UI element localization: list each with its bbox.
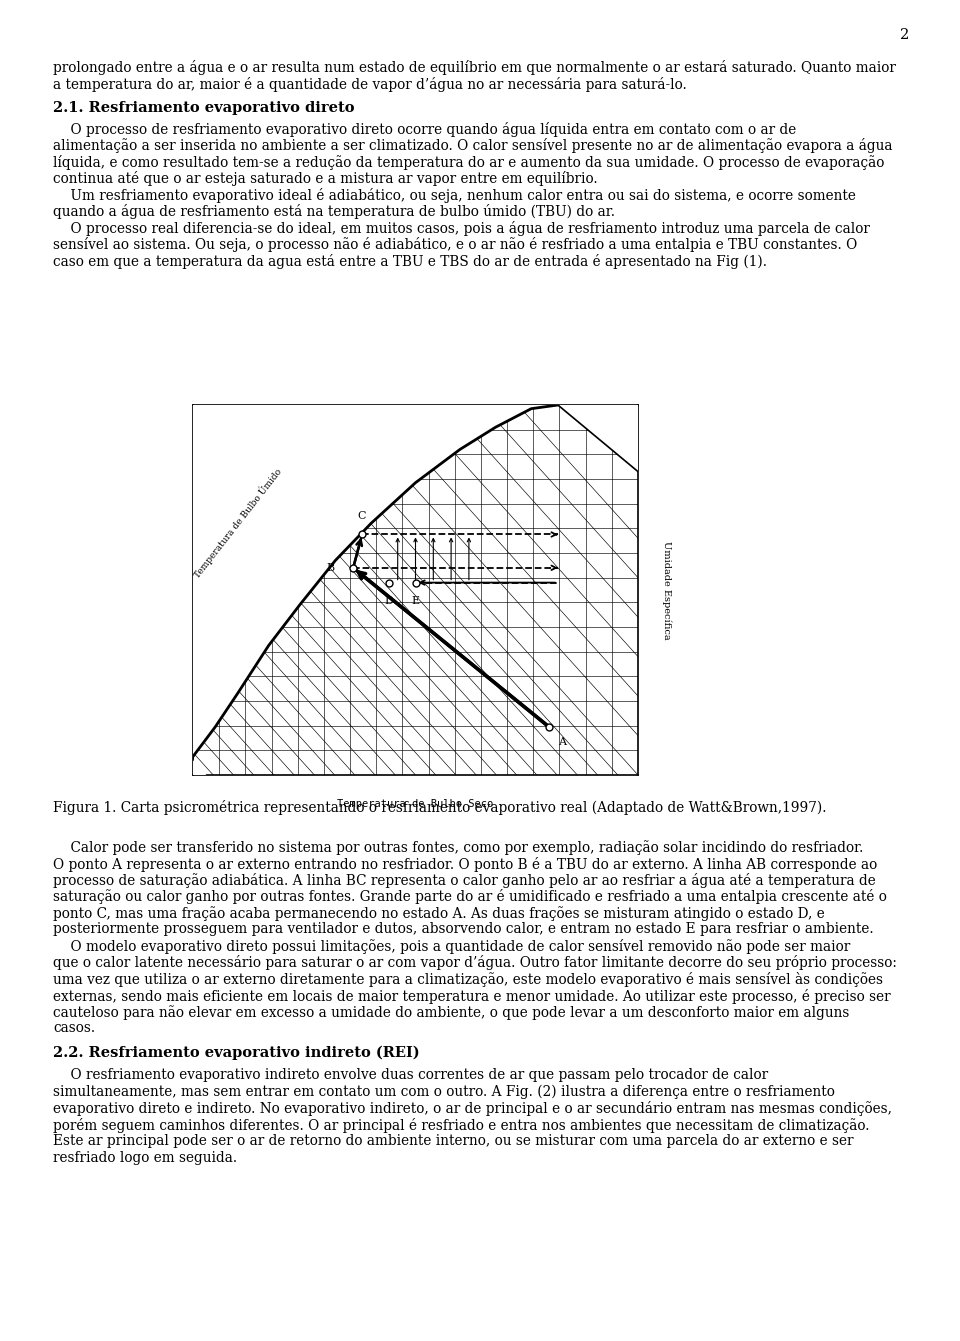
Text: porém seguem caminhos diferentes. O ar principal é resfriado e entra nos ambient: porém seguem caminhos diferentes. O ar p…: [53, 1118, 870, 1133]
Text: 2.1. Resfriamento evaporativo direto: 2.1. Resfriamento evaporativo direto: [53, 101, 354, 115]
Text: D: D: [384, 597, 394, 606]
Text: simultaneamente, mas sem entrar em contato um com o outro. A Fig. (2) ilustra a : simultaneamente, mas sem entrar em conta…: [53, 1085, 835, 1100]
Text: O processo real diferencia-se do ideal, em muitos casos, pois a água de resfriam: O processo real diferencia-se do ideal, …: [53, 220, 870, 236]
Text: Umidade Específica: Umidade Específica: [662, 540, 672, 640]
Text: Este ar principal pode ser o ar de retorno do ambiente interno, ou se misturar c: Este ar principal pode ser o ar de retor…: [53, 1134, 853, 1148]
Polygon shape: [193, 405, 558, 756]
Text: resfriado logo em seguida.: resfriado logo em seguida.: [53, 1151, 237, 1165]
Text: processo de saturação adiabática. A linha BC representa o calor ganho pelo ar ao: processo de saturação adiabática. A linh…: [53, 873, 876, 888]
Text: que o calor latente necessário para saturar o ar com vapor d’água. Outro fator l: que o calor latente necessário para satu…: [53, 956, 897, 971]
Polygon shape: [558, 405, 638, 472]
Text: prolongado entre a água e o ar resulta num estado de equilíbrio em que normalmen: prolongado entre a água e o ar resulta n…: [53, 60, 896, 75]
Text: A: A: [559, 736, 566, 747]
Text: saturação ou calor ganho por outras fontes. Grande parte do ar é umidificado e r: saturação ou calor ganho por outras font…: [53, 889, 887, 904]
Polygon shape: [193, 760, 206, 775]
Text: O resfriamento evaporativo indireto envolve duas correntes de ar que passam pelo: O resfriamento evaporativo indireto envo…: [53, 1069, 768, 1082]
Text: caso em que a temperatura da agua está entre a TBU e TBS do ar de entrada é apre: caso em que a temperatura da agua está e…: [53, 253, 767, 268]
Text: B: B: [327, 563, 335, 573]
Text: quando a água de resfriamento está na temperatura de bulbo úmido (TBU) do ar.: quando a água de resfriamento está na te…: [53, 204, 615, 219]
Text: 2.2. Resfriamento evaporativo indireto (REI): 2.2. Resfriamento evaporativo indireto (…: [53, 1046, 420, 1061]
Text: líquida, e como resultado tem-se a redução da temperatura do ar e aumento da sua: líquida, e como resultado tem-se a reduç…: [53, 154, 884, 169]
Text: casos.: casos.: [53, 1022, 95, 1035]
Text: Um resfriamento evaporativo ideal é adiabático, ou seja, nenhum calor entra ou s: Um resfriamento evaporativo ideal é adia…: [53, 188, 856, 202]
Text: Temperatura de Bulbo Seco: Temperatura de Bulbo Seco: [337, 799, 493, 809]
Text: alimentação a ser inserida no ambiente a ser climatizado. O calor sensível prese: alimentação a ser inserida no ambiente a…: [53, 138, 893, 153]
Text: E: E: [412, 597, 420, 606]
Text: ponto C, mas uma fração acaba permanecendo no estado A. As duas frações se mistu: ponto C, mas uma fração acaba permanecen…: [53, 907, 825, 921]
Text: Figura 1. Carta psicrométrica representando o resfriamento evaporativo real (Ada: Figura 1. Carta psicrométrica representa…: [53, 801, 827, 815]
Text: Temperatura de Bulbo Úmido: Temperatura de Bulbo Úmido: [191, 467, 284, 581]
Text: Calor pode ser transferido no sistema por outras fontes, como por exemplo, radia: Calor pode ser transferido no sistema po…: [53, 839, 863, 854]
Text: externas, sendo mais eficiente em locais de maior temperatura e menor umidade. A: externas, sendo mais eficiente em locais…: [53, 988, 891, 1003]
Text: continua até que o ar esteja saturado e a mistura ar vapor entre em equilíbrio.: continua até que o ar esteja saturado e …: [53, 172, 598, 186]
Text: O ponto A representa o ar externo entrando no resfriador. O ponto B é a TBU do a: O ponto A representa o ar externo entran…: [53, 857, 877, 872]
Text: cauteloso para não elevar em excesso a umidade do ambiente, o que pode levar a u: cauteloso para não elevar em excesso a u…: [53, 1004, 850, 1021]
Text: O modelo evaporativo direto possui limitações, pois a quantidade de calor sensív: O modelo evaporativo direto possui limit…: [53, 939, 851, 953]
Text: posteriormente prosseguem para ventilador e dutos, absorvendo calor, e entram no: posteriormente prosseguem para ventilado…: [53, 923, 874, 936]
Text: a temperatura do ar, maior é a quantidade de vapor d’água no ar necessária para : a temperatura do ar, maior é a quantidad…: [53, 76, 686, 91]
Text: evaporativo direto e indireto. No evaporativo indireto, o ar de principal e o ar: evaporativo direto e indireto. No evapor…: [53, 1101, 892, 1117]
Text: uma vez que utiliza o ar externo diretamente para a climatização, este modelo ev: uma vez que utiliza o ar externo diretam…: [53, 972, 883, 987]
Text: 2: 2: [900, 28, 910, 42]
Text: sensível ao sistema. Ou seja, o processo não é adiabático, e o ar não é resfriad: sensível ao sistema. Ou seja, o processo…: [53, 237, 857, 252]
Text: O processo de resfriamento evaporativo direto ocorre quando água líquida entra e: O processo de resfriamento evaporativo d…: [53, 122, 796, 137]
Text: C: C: [358, 511, 367, 522]
